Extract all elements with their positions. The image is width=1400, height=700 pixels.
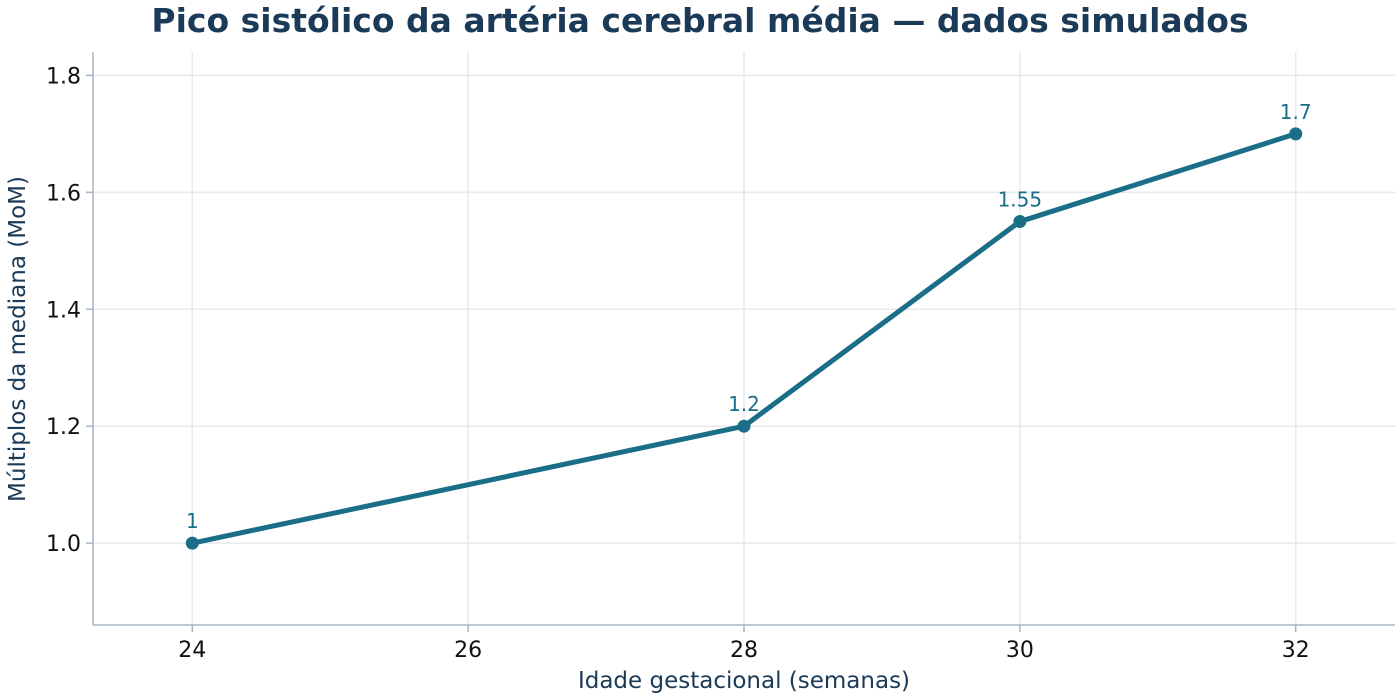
x-tick-label: 26: [454, 638, 482, 663]
data-label: 1.55: [998, 188, 1043, 212]
y-tick-label: 1.4: [46, 298, 81, 323]
data-point: [737, 419, 751, 433]
data-point: [1289, 127, 1303, 141]
series-line: [189, 131, 1299, 546]
x-tick-label: 24: [178, 638, 206, 663]
data-label: 1: [186, 509, 199, 533]
data-label: 1.7: [1280, 100, 1312, 124]
x-axis-ticks: 24 26 28 30 32: [178, 625, 1310, 663]
y-axis-ticks: 1.0 1.2 1.4 1.6 1.8: [46, 64, 93, 557]
data-point: [1013, 215, 1027, 229]
x-tick-label: 28: [730, 638, 758, 663]
y-tick-label: 1.0: [46, 532, 81, 557]
series: [185, 127, 1303, 550]
y-tick-label: 1.6: [46, 181, 81, 206]
x-axis-label: Idade gestacional (semanas): [578, 668, 910, 694]
data-point: [185, 536, 199, 550]
data-labels: 1 1.2 1.55 1.7: [186, 100, 1312, 533]
chart-title: Pico sistólico da artéria cerebral média…: [151, 1, 1248, 40]
y-tick-label: 1.2: [46, 415, 81, 440]
y-tick-label: 1.8: [46, 64, 81, 89]
y-axis-label: Múltiplos da mediana (MoM): [5, 176, 31, 502]
x-tick-label: 32: [1282, 638, 1310, 663]
grid: [93, 52, 1395, 625]
x-tick-label: 30: [1006, 638, 1034, 663]
data-label: 1.2: [728, 392, 760, 416]
